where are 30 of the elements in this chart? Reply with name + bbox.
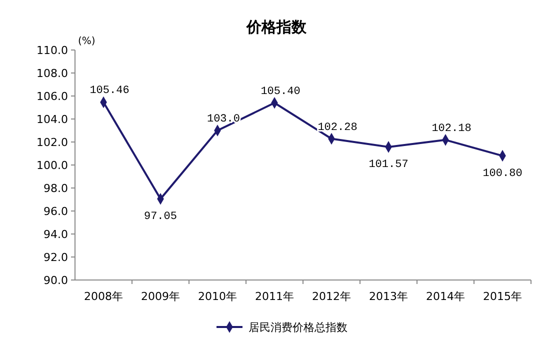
y-tick-label: 98.0 [44,182,68,195]
legend-label: 居民消费价格总指数 [248,321,348,334]
x-tick-label: 2012年 [312,290,351,303]
x-tick-label: 2008年 [84,290,123,303]
data-label: 100.80 [482,168,522,180]
x-tick-label: 2011年 [255,290,294,303]
y-tick-label: 104.0 [36,113,68,126]
y-tick-label: 110.0 [36,44,68,57]
y-tick-label: 96.0 [44,205,68,218]
data-label: 103.0 [206,114,240,126]
y-tick-label: 92.0 [44,251,68,264]
x-tick-label: 2009年 [141,290,180,303]
x-tick-label: 2014年 [426,290,465,303]
data-label: 102.28 [318,122,358,134]
data-label: 102.18 [432,122,472,135]
y-tick-label: 90.0 [44,274,68,287]
data-label: 105.40 [260,86,300,98]
data-label: 101.57 [368,158,408,171]
x-tick-label: 2015年 [483,290,522,303]
y-tick-label: 94.0 [44,228,68,241]
x-tick-label: 2013年 [369,290,408,303]
data-label: 97.05 [144,210,178,223]
y-tick-label: 100.0 [36,159,68,172]
y-tick-label: 106.0 [36,90,68,103]
y-tick-label: 102.0 [36,136,68,149]
y-axis-title: (%) [78,36,96,47]
chart-title: 价格指数 [246,18,308,36]
data-label: 105.46 [90,85,130,98]
y-tick-label: 108.0 [36,67,68,80]
x-tick-label: 2010年 [198,290,237,303]
